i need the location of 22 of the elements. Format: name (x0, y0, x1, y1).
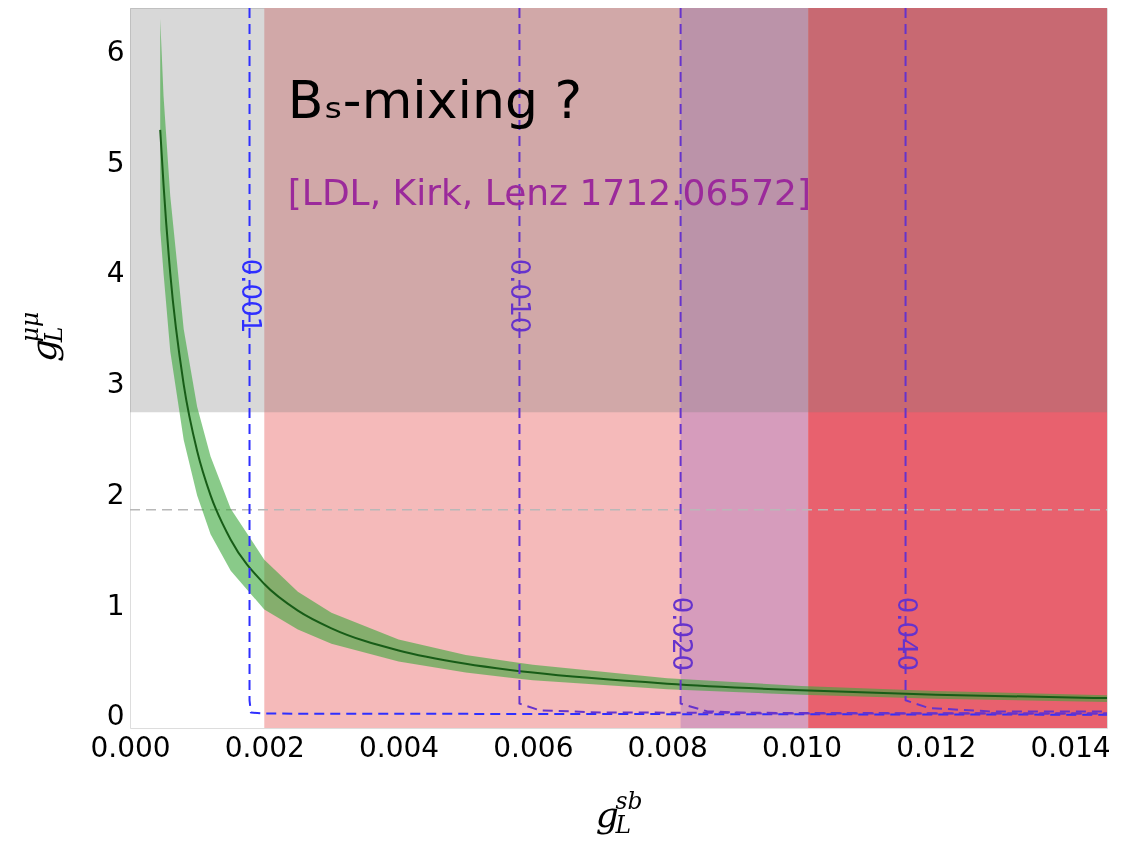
y-tick-label: 2 (106, 477, 125, 511)
y-axis-title: gLμμ (16, 311, 68, 363)
y-tick-label: 6 (106, 34, 125, 68)
y-tick-label: 0 (106, 699, 125, 733)
x-tick-label: 0.012 (896, 730, 977, 764)
x-tick-label: 0.002 (224, 730, 305, 764)
x-tick-label: 0.010 (761, 730, 843, 764)
y-tick-label: 3 (106, 367, 125, 401)
annotation: 0.020 (666, 596, 697, 672)
annotation: Bₛ-mixing ? (287, 70, 583, 131)
y-tick-label: 5 (106, 145, 125, 179)
x-tick-label: 0.014 (1030, 730, 1111, 764)
x-tick-label: 0.008 (627, 730, 708, 764)
annotation: 0.040 (891, 596, 922, 672)
annotation: 0.001 (235, 258, 266, 334)
x-tick-label: 0.004 (359, 730, 440, 764)
x-tick-label: 0.006 (493, 730, 574, 764)
x-tick-label: 0.000 (90, 730, 171, 764)
annotation: 0.010 (505, 258, 536, 334)
y-tick-label: 1 (106, 588, 125, 622)
y-tick-label: 4 (106, 256, 125, 290)
annotation: [LDL, Kirk, Lenz 1712.06572] (287, 172, 812, 214)
